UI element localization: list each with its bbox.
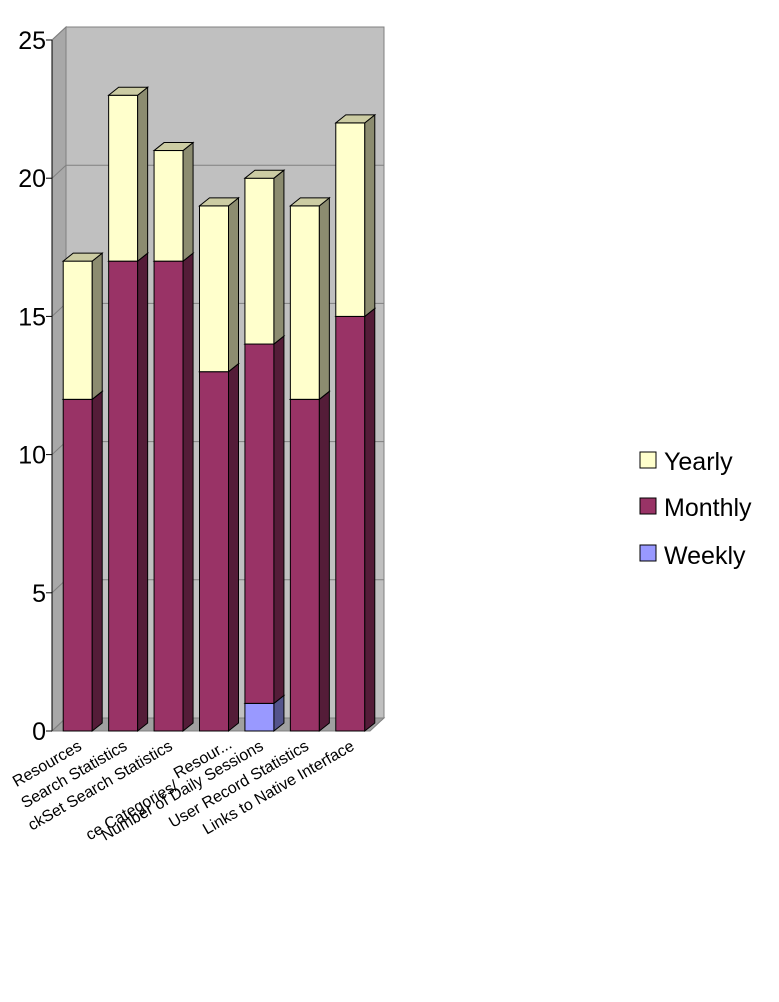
bar-segment-monthly [107, 252, 150, 733]
bar-front [153, 260, 184, 732]
gridline [51, 26, 384, 41]
bar-side [182, 252, 194, 733]
bar-segment-yearly [61, 252, 104, 401]
bar-segment-yearly [334, 113, 377, 318]
bar-segment-monthly [243, 334, 286, 705]
bar-front [244, 343, 275, 704]
bar-front [244, 177, 275, 345]
bar-side [137, 86, 149, 263]
y-tick-label: 0 [32, 718, 46, 746]
bar-segment-yearly [243, 169, 286, 346]
bar-segment-yearly [152, 141, 195, 263]
legend: Yearly Monthly Weekly [639, 448, 752, 570]
bar-front [108, 94, 139, 262]
bar-front [244, 702, 275, 732]
bar-top [61, 252, 104, 262]
bar-side [137, 252, 149, 733]
bar-top [198, 197, 240, 207]
bar-front [289, 205, 320, 400]
bars-group [61, 86, 377, 733]
bar-side [273, 334, 285, 705]
legend-label-monthly: Monthly [664, 494, 752, 522]
bar-front [108, 260, 139, 732]
bar-front [62, 398, 93, 732]
bar-top [334, 114, 377, 124]
bar-front [153, 150, 184, 262]
bar-segment-yearly [198, 196, 240, 373]
bar-top [243, 169, 286, 179]
bar-front [62, 260, 93, 400]
bar-side [228, 196, 239, 373]
bar-side [91, 390, 103, 733]
bar-top [152, 142, 195, 152]
bar-front [199, 205, 229, 373]
y-tick-labels: 0 5 10 15 20 25 [18, 27, 46, 746]
bar-side [364, 307, 376, 733]
bar-segment-monthly [288, 390, 331, 733]
bar-top [288, 197, 331, 207]
bar-segment-yearly [107, 86, 150, 263]
bar-front [335, 315, 366, 732]
gridline [51, 164, 384, 179]
bar-segment-monthly [334, 307, 377, 733]
legend-label-weekly: Weekly [664, 542, 746, 570]
bar-side [91, 252, 103, 401]
legend-swatch-yearly [639, 451, 657, 469]
bar-segment-monthly [61, 390, 104, 733]
y-tick-label: 20 [18, 165, 46, 193]
bar-top [107, 86, 150, 96]
bar-front [335, 122, 366, 317]
bar-side [364, 113, 376, 318]
bar-segment-yearly [288, 196, 331, 401]
bar-side [318, 390, 330, 733]
legend-swatch-monthly [639, 497, 657, 515]
bar-side [318, 196, 330, 401]
bar-side [228, 362, 239, 733]
bar-segment-monthly [152, 252, 195, 733]
axes [46, 39, 53, 732]
y-tick-label: 25 [18, 27, 46, 55]
y-tick-label: 5 [32, 580, 46, 608]
bar-side [273, 169, 285, 346]
legend-swatch-weekly [639, 544, 657, 562]
bar-segment-monthly [198, 362, 240, 733]
bar-front [289, 398, 320, 732]
y-tick-label: 10 [18, 442, 46, 470]
y-tick-label: 15 [18, 303, 46, 331]
bar-side [182, 141, 194, 263]
legend-label-yearly: Yearly [664, 448, 733, 476]
bar-front [199, 371, 229, 732]
